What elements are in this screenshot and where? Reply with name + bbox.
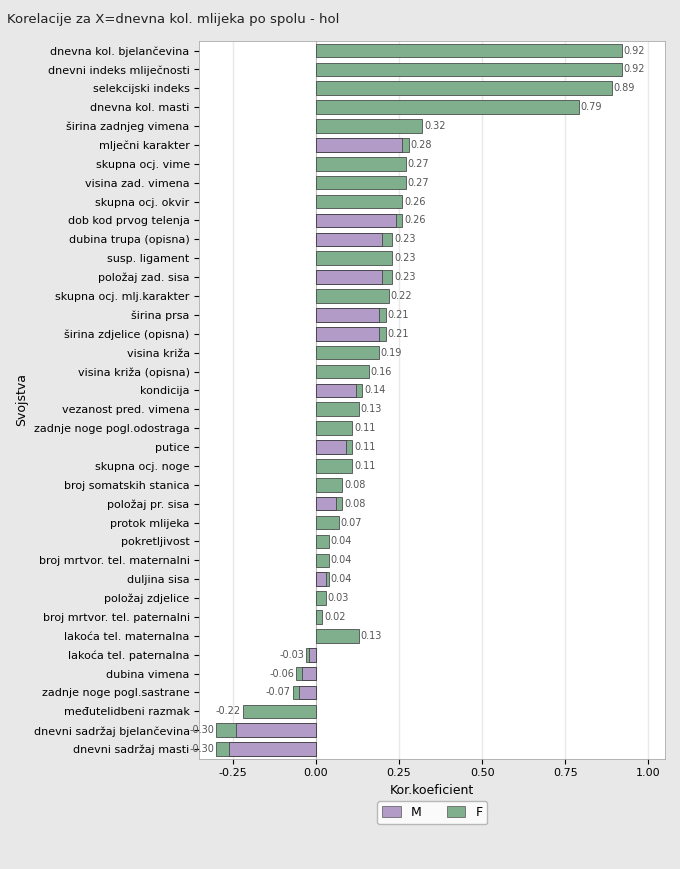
Text: 0.22: 0.22: [390, 291, 412, 301]
Text: 0.13: 0.13: [360, 631, 382, 640]
Bar: [316, 308, 379, 322]
Text: 0.19: 0.19: [381, 348, 402, 358]
Y-axis label: Svojstva: Svojstva: [15, 374, 28, 427]
Bar: [316, 100, 579, 114]
Text: 0.89: 0.89: [613, 83, 635, 93]
Bar: [316, 421, 352, 435]
Text: 0.02: 0.02: [324, 612, 345, 622]
Text: -0.07: -0.07: [266, 687, 291, 698]
Text: 0.03: 0.03: [328, 593, 349, 603]
Bar: [316, 629, 359, 643]
Text: 0.16: 0.16: [371, 367, 392, 376]
Bar: [316, 573, 329, 586]
Bar: [316, 383, 356, 397]
Bar: [316, 534, 329, 548]
Bar: [316, 554, 329, 567]
Bar: [316, 233, 382, 246]
Text: 0.21: 0.21: [388, 310, 409, 320]
Bar: [316, 43, 622, 57]
Bar: [316, 195, 403, 209]
Text: 0.21: 0.21: [388, 328, 409, 339]
Bar: [316, 459, 352, 473]
Bar: [316, 176, 405, 189]
Bar: [316, 497, 343, 510]
Bar: [299, 686, 316, 700]
Text: 0.04: 0.04: [330, 574, 352, 584]
Bar: [296, 667, 316, 680]
Bar: [303, 667, 316, 680]
Bar: [309, 648, 316, 661]
Bar: [316, 327, 386, 341]
Text: 0.14: 0.14: [364, 385, 386, 395]
Text: 0.79: 0.79: [580, 103, 602, 112]
Text: 0.28: 0.28: [411, 140, 432, 150]
Bar: [316, 346, 379, 360]
Bar: [316, 441, 352, 454]
Bar: [316, 478, 343, 492]
Text: -0.30: -0.30: [190, 726, 214, 735]
Text: 0.08: 0.08: [344, 480, 365, 490]
Bar: [306, 648, 316, 661]
Bar: [316, 516, 339, 529]
Bar: [316, 365, 369, 378]
Bar: [316, 157, 405, 170]
Text: 0.26: 0.26: [404, 196, 426, 207]
Text: 0.27: 0.27: [407, 177, 429, 188]
Text: 0.08: 0.08: [344, 499, 365, 508]
Text: 0.11: 0.11: [354, 461, 375, 471]
Bar: [316, 497, 336, 510]
Bar: [216, 724, 316, 737]
Bar: [243, 705, 316, 718]
Bar: [216, 742, 316, 756]
Text: 0.92: 0.92: [624, 64, 645, 75]
Bar: [316, 138, 409, 152]
Bar: [316, 214, 396, 228]
Bar: [316, 82, 612, 95]
Bar: [236, 724, 316, 737]
Text: 0.27: 0.27: [407, 159, 429, 169]
Bar: [316, 289, 389, 302]
Text: 0.26: 0.26: [404, 216, 426, 225]
Text: 0.32: 0.32: [424, 121, 445, 131]
Text: Korelacije za X=dnevna kol. mlijeka po spolu - hol: Korelacije za X=dnevna kol. mlijeka po s…: [7, 13, 339, 26]
Bar: [316, 251, 392, 265]
Text: 0.04: 0.04: [330, 555, 352, 566]
Bar: [316, 327, 379, 341]
Legend: M, F: M, F: [377, 801, 488, 824]
Bar: [316, 270, 392, 284]
Text: 0.11: 0.11: [354, 442, 375, 452]
X-axis label: Kor.koeficient: Kor.koeficient: [390, 784, 475, 797]
Text: -0.03: -0.03: [279, 650, 304, 660]
Text: 0.23: 0.23: [394, 235, 415, 244]
Bar: [316, 233, 392, 246]
Bar: [316, 63, 622, 76]
Bar: [229, 742, 316, 756]
Bar: [292, 686, 316, 700]
Bar: [316, 591, 326, 605]
Bar: [316, 610, 322, 624]
Bar: [316, 138, 403, 152]
Text: 0.04: 0.04: [330, 536, 352, 547]
Bar: [316, 573, 326, 586]
Text: 0.23: 0.23: [394, 272, 415, 282]
Bar: [316, 119, 422, 133]
Bar: [316, 308, 386, 322]
Text: 0.92: 0.92: [624, 45, 645, 56]
Text: -0.30: -0.30: [190, 744, 214, 754]
Text: 0.11: 0.11: [354, 423, 375, 433]
Bar: [316, 402, 359, 416]
Bar: [316, 214, 403, 228]
Text: -0.06: -0.06: [269, 668, 294, 679]
Text: -0.22: -0.22: [216, 706, 241, 716]
Text: 0.07: 0.07: [341, 518, 362, 527]
Text: 0.13: 0.13: [360, 404, 382, 415]
Bar: [316, 383, 362, 397]
Text: 0.23: 0.23: [394, 253, 415, 263]
Bar: [316, 270, 382, 284]
Bar: [316, 441, 345, 454]
